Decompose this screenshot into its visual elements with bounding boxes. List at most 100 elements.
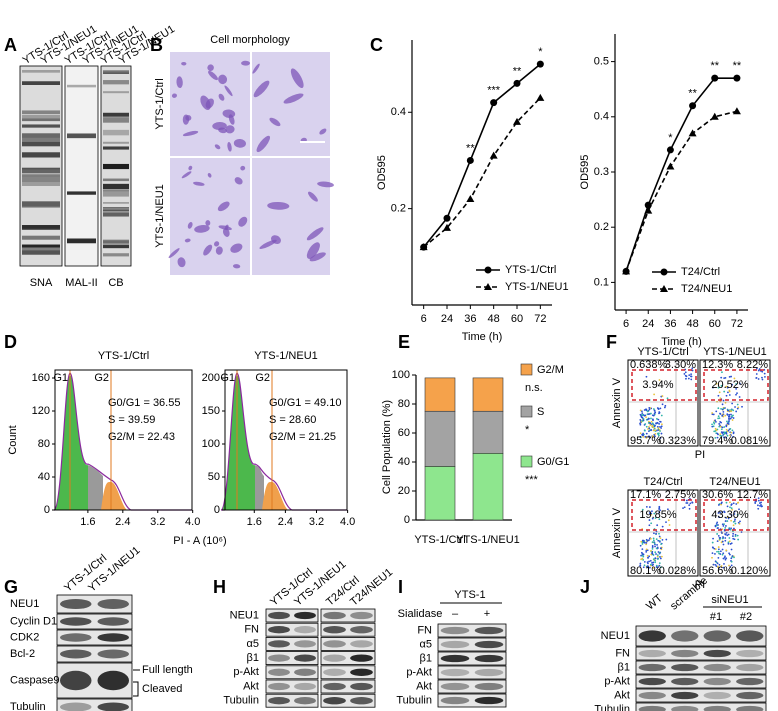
plot-frame bbox=[54, 369, 193, 511]
blot-band bbox=[103, 70, 129, 73]
y-tick-label: 80 bbox=[38, 438, 50, 450]
event-dot bbox=[649, 421, 651, 424]
event-dot bbox=[650, 417, 652, 420]
y-axis-label: OD595 bbox=[376, 155, 388, 190]
event-dot bbox=[715, 382, 718, 385]
blot-band bbox=[474, 640, 504, 649]
event-dot bbox=[660, 414, 663, 417]
event-dot bbox=[761, 370, 764, 373]
gate-percent: 3.94% bbox=[642, 379, 673, 391]
event-dot bbox=[643, 560, 646, 563]
blot-band bbox=[440, 654, 470, 663]
event-dot bbox=[734, 533, 737, 536]
gate-percent: 43.30% bbox=[711, 509, 749, 521]
blot-band bbox=[103, 207, 129, 209]
event-dot bbox=[725, 557, 728, 560]
legend-label: S bbox=[537, 406, 544, 418]
blot-band bbox=[638, 691, 666, 700]
event-dot bbox=[728, 376, 731, 378]
row-label: NEU1 bbox=[10, 598, 39, 610]
event-dot bbox=[760, 503, 762, 506]
event-dot bbox=[733, 510, 736, 513]
event-dot bbox=[641, 433, 643, 436]
s-area bbox=[88, 465, 103, 510]
blot-band bbox=[474, 654, 504, 663]
row-label: Akt bbox=[614, 689, 630, 701]
event-dot bbox=[650, 512, 653, 515]
event-dot bbox=[730, 408, 733, 411]
event-dot bbox=[761, 378, 764, 381]
row-label: p-Akt bbox=[406, 666, 432, 678]
blot-band bbox=[97, 649, 129, 659]
x-tick-label: 24 bbox=[642, 318, 654, 330]
blot-band bbox=[268, 697, 290, 705]
event-dot bbox=[719, 550, 722, 553]
event-dot bbox=[648, 512, 651, 514]
event-dot bbox=[735, 393, 737, 396]
quadrant-percent: 17.1% bbox=[630, 489, 661, 501]
event-dot bbox=[754, 502, 757, 504]
event-dot bbox=[659, 557, 662, 560]
event-dot bbox=[755, 377, 758, 379]
blot-band bbox=[67, 133, 96, 139]
marker bbox=[733, 74, 741, 82]
event-dot bbox=[718, 417, 721, 420]
marker bbox=[689, 102, 697, 110]
event-dot bbox=[735, 503, 738, 505]
event-dot bbox=[734, 535, 737, 538]
event-dot bbox=[658, 532, 660, 535]
blot-band bbox=[22, 110, 60, 115]
event-dot bbox=[660, 555, 663, 558]
quadrant-percent: 2.75% bbox=[665, 489, 696, 501]
cell bbox=[230, 243, 243, 253]
event-dot bbox=[727, 391, 729, 394]
event-dot bbox=[642, 541, 645, 544]
event-dot bbox=[655, 538, 658, 541]
blot-band bbox=[103, 115, 129, 119]
event-dot bbox=[735, 387, 738, 390]
marker bbox=[419, 243, 428, 251]
blot-band bbox=[474, 696, 504, 705]
event-dot bbox=[741, 405, 743, 408]
event-dot bbox=[723, 426, 726, 428]
event-dot bbox=[644, 429, 646, 432]
event-dot bbox=[644, 435, 647, 438]
blot-band bbox=[97, 617, 129, 626]
row-label: β1 bbox=[420, 652, 432, 664]
cell bbox=[319, 128, 327, 135]
g2-area bbox=[262, 481, 288, 510]
event-dot bbox=[739, 520, 741, 523]
blot-band bbox=[323, 697, 346, 705]
event-dot bbox=[731, 508, 734, 511]
event-dot bbox=[721, 548, 724, 551]
cell bbox=[253, 80, 270, 98]
event-dot bbox=[645, 416, 647, 419]
blot-band bbox=[67, 238, 96, 244]
blot-band bbox=[350, 640, 373, 648]
event-dot bbox=[731, 555, 734, 557]
event-dot bbox=[732, 502, 735, 505]
event-dot bbox=[657, 433, 660, 436]
blot-band bbox=[67, 191, 96, 195]
event-dot bbox=[645, 550, 648, 553]
event-dot bbox=[655, 566, 658, 568]
event-dot bbox=[717, 534, 720, 537]
event-dot bbox=[722, 399, 725, 402]
marker bbox=[660, 268, 668, 276]
event-dot bbox=[648, 429, 651, 432]
event-dot bbox=[653, 409, 656, 412]
event-dot bbox=[718, 563, 721, 566]
event-dot bbox=[691, 367, 694, 370]
significance: * bbox=[538, 46, 543, 58]
legend-label: YTS-1/Ctrl bbox=[505, 264, 556, 276]
event-dot bbox=[656, 524, 659, 527]
event-dot bbox=[685, 377, 687, 380]
cell bbox=[207, 173, 212, 178]
blot-band bbox=[103, 240, 129, 244]
event-dot bbox=[728, 537, 731, 539]
event-dot bbox=[725, 436, 727, 439]
cell bbox=[218, 74, 228, 85]
peak-label: G1 bbox=[220, 372, 235, 384]
row-label: Cyclin D1 bbox=[10, 615, 57, 627]
event-dot bbox=[729, 434, 731, 437]
